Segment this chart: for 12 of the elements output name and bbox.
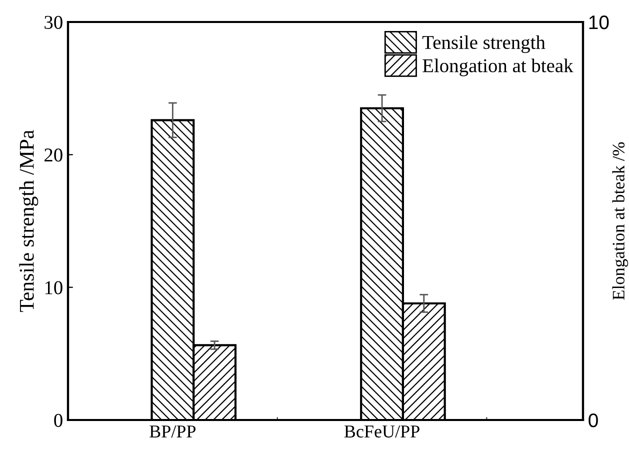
legend-label: Tensile strength: [422, 35, 546, 54]
y-tick-label: 0: [54, 414, 62, 427]
y-tick-label: 30: [44, 16, 62, 29]
y2-tick-label: 10: [589, 15, 609, 30]
y2-axis-title: Elongation at bteak /%: [612, 142, 628, 300]
y2-tick-label: 0: [588, 413, 598, 428]
legend-label: Elongation at bteak: [422, 58, 574, 76]
x-tick-label: BP/PP: [150, 425, 196, 438]
y-tick-label: 10: [45, 281, 62, 294]
y-axis-title: Tensile strength /MPa: [19, 130, 38, 312]
x-tick-label: BcFeU/PP: [344, 425, 420, 438]
y-tick-label: 20: [44, 148, 62, 162]
